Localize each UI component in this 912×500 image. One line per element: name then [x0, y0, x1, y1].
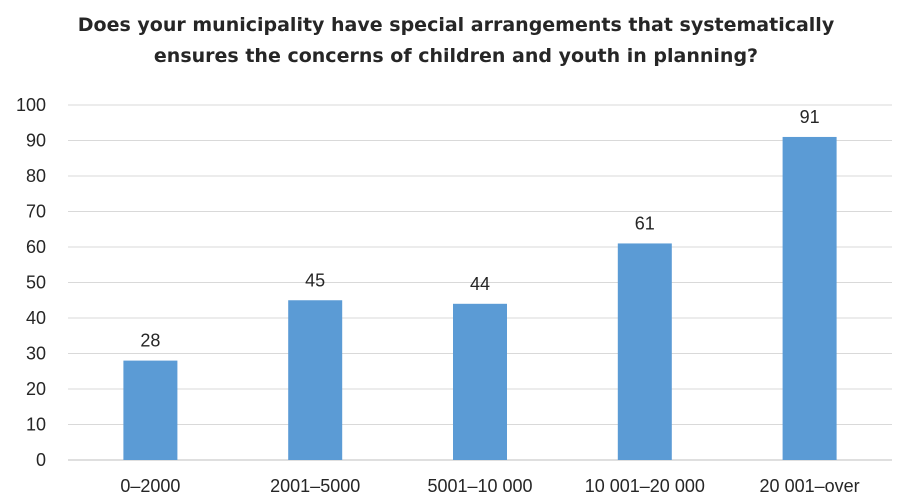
- y-tick-label: 90: [26, 131, 46, 151]
- data-label: 44: [470, 274, 490, 294]
- x-tick-label: 5001–10 000: [427, 476, 532, 496]
- x-tick-label: 10 001–20 000: [585, 476, 705, 496]
- y-tick-label: 50: [26, 273, 46, 293]
- bar: [453, 303, 507, 460]
- y-tick-label: 70: [26, 202, 46, 222]
- y-tick-label: 30: [26, 344, 46, 364]
- data-label: 45: [305, 270, 325, 290]
- bar: [617, 243, 672, 460]
- bar: [288, 300, 343, 460]
- bar: [782, 136, 837, 460]
- x-tick-label: 20 001–over: [760, 476, 860, 496]
- bar: [123, 360, 178, 460]
- y-tick-label: 60: [26, 237, 46, 257]
- x-tick-label: 0–2000: [120, 476, 180, 496]
- y-tick-label: 80: [26, 166, 46, 186]
- chart-title-line-2: ensures the concerns of children and you…: [153, 45, 759, 67]
- y-tick-label: 20: [26, 379, 46, 399]
- data-label: 61: [635, 213, 655, 233]
- y-tick-label: 40: [26, 308, 46, 328]
- chart-title-line-1: Does your municipality have special arra…: [77, 14, 835, 36]
- data-label: 91: [800, 107, 820, 127]
- y-tick-label: 0: [36, 450, 46, 470]
- y-tick-label: 10: [26, 415, 46, 435]
- x-tick-label: 2001–5000: [270, 476, 360, 496]
- y-tick-label: 100: [16, 95, 46, 115]
- data-label: 28: [140, 331, 160, 351]
